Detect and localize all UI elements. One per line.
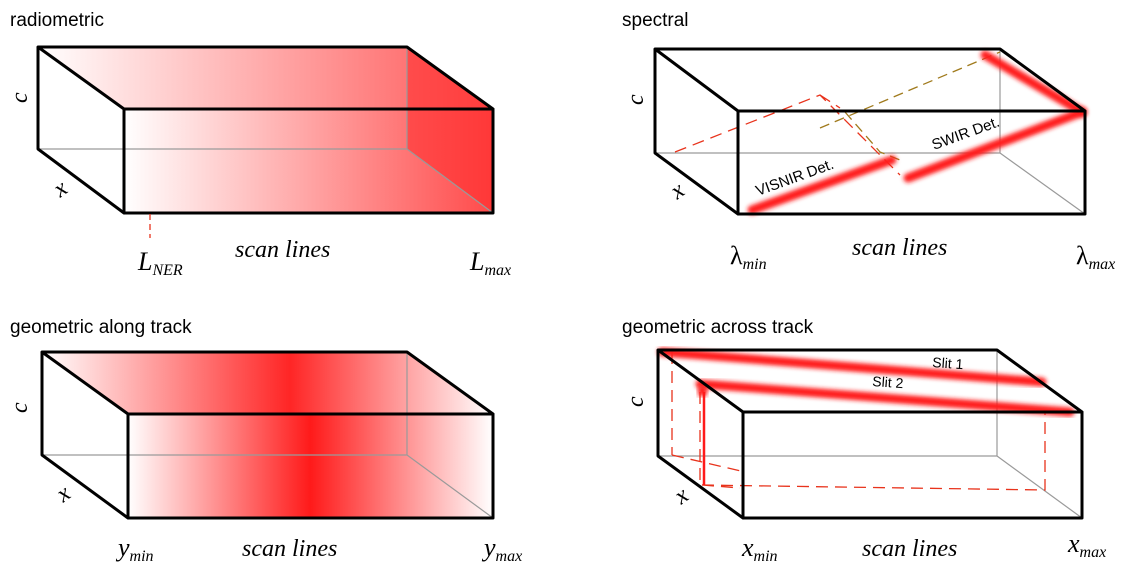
across-track-slit-2-beam: [695, 379, 1075, 417]
panel-across-track: geometric across track Slit 1 Slit 2 c x…: [622, 317, 1106, 565]
across-track-c-label: c: [623, 396, 649, 407]
panel-along-track: geometric along track c x scan lines ymi…: [7, 317, 522, 565]
across-track-hidden-edges: [658, 350, 1083, 519]
along-track-scan-label: scan lines: [242, 536, 337, 562]
spectral-c-label: c: [623, 94, 649, 105]
radiometric-right-bound: Lmax: [469, 247, 511, 279]
along-track-c-label: c: [7, 402, 33, 413]
along-track-top-shading: [42, 352, 493, 414]
spectral-swir-beam-lower: [903, 107, 1087, 183]
radiometric-side-shading: [407, 47, 493, 213]
panel-radiometric: radiometric c x scan lines LNER Lmax: [7, 10, 511, 279]
spectral-x-label: x: [665, 177, 690, 205]
along-track-x-label: x: [51, 480, 76, 508]
across-track-slit-1-beam: [657, 347, 1047, 387]
along-track-left-bound: ymin: [115, 533, 154, 565]
spectral-scan-label: scan lines: [852, 235, 947, 261]
radiometric-box-edges: [36, 45, 495, 215]
across-track-x-label: x: [669, 482, 694, 510]
spectral-swir-beam-upper: [980, 50, 1087, 117]
across-track-box-edges: [656, 348, 1084, 520]
panel-title-along-track: geometric along track: [10, 317, 192, 338]
radiometric-left-bound: LNER: [137, 247, 183, 279]
across-track-left-bound: xmin: [741, 533, 778, 565]
across-track-slit-marker: [698, 386, 707, 396]
along-track-box-edges: [40, 350, 495, 520]
spectral-box-edges: [653, 47, 1087, 216]
across-track-scan-label: scan lines: [862, 536, 957, 562]
radiometric-hidden-edges: [38, 47, 494, 214]
along-track-right-bound: ymax: [481, 533, 522, 565]
along-track-hidden-edges: [42, 352, 494, 519]
radiometric-scan-label: scan lines: [235, 237, 330, 263]
across-track-guides: [671, 352, 1046, 491]
radiometric-top-shading: [38, 47, 493, 109]
spectral-left-bound: λmin: [730, 241, 767, 273]
spectral-right-bound: λmax: [1076, 241, 1115, 273]
spectral-visnir-guides: [674, 94, 901, 176]
panel-title-across-track: geometric across track: [622, 317, 814, 338]
panel-title-radiometric: radiometric: [10, 10, 104, 31]
radiometric-x-label: x: [48, 175, 73, 203]
across-track-slit-2-label: Slit 2: [872, 373, 904, 391]
radiometric-c-label: c: [7, 92, 33, 103]
spectral-visnir-beam: [747, 155, 897, 215]
panel-spectral: spectral VISNIR Det. SWIR Det. c x scan …: [622, 10, 1115, 273]
across-track-right-bound: xmax: [1067, 529, 1106, 561]
along-track-front-shading: [128, 414, 493, 518]
spectral-swir-guides: [819, 51, 1001, 161]
across-track-slit-1-label: Slit 1: [932, 354, 964, 372]
panel-title-spectral: spectral: [622, 10, 689, 31]
